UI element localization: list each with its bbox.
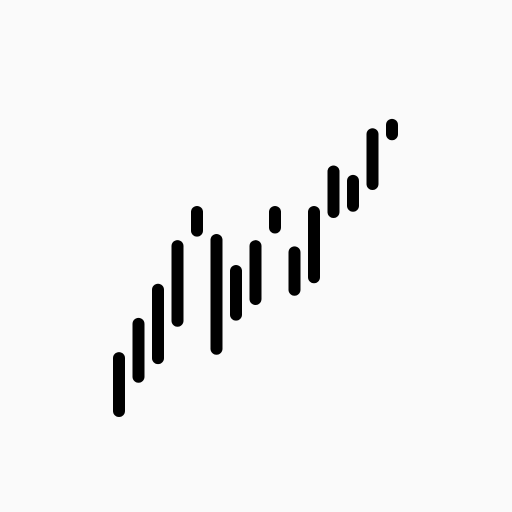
icon-canvas xyxy=(113,118,398,417)
candlestick-chart-icon xyxy=(113,118,398,417)
